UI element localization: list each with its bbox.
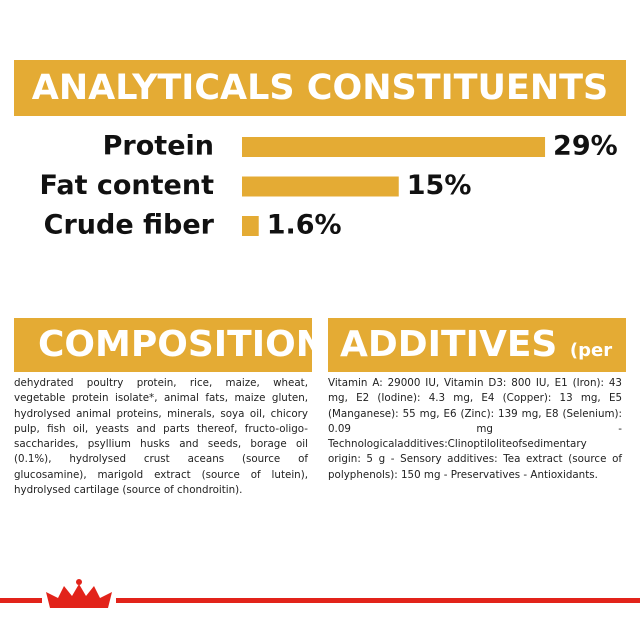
composition-banner: COMPOSITION (14, 318, 326, 372)
additives-unit: (per kg) (340, 340, 613, 421)
category-label: Fat content (39, 170, 214, 201)
value-label: 29% (553, 131, 618, 162)
category-label: Crude fiber (44, 210, 215, 241)
bar (242, 176, 399, 197)
additives-banner: ADDITIVES (per kg) (328, 318, 626, 421)
chart-title: ANALYTICALS CONSTITUENTS (32, 68, 608, 108)
composition-text: dehydrated poultry protein, rice, maize,… (14, 377, 308, 497)
category-label: Protein (103, 131, 214, 162)
bar (242, 216, 259, 236)
bar (242, 137, 546, 157)
composition-title: COMPOSITION (38, 324, 326, 365)
logo (0, 579, 640, 608)
title-banner (14, 60, 626, 116)
value-label: 1.6% (267, 210, 342, 241)
value-label: 15% (407, 170, 472, 201)
additives-title: ADDITIVES (340, 324, 558, 365)
additives-text: Vitamin A: 29000 IU, Vitamin D3: 800 IU,… (328, 377, 622, 481)
